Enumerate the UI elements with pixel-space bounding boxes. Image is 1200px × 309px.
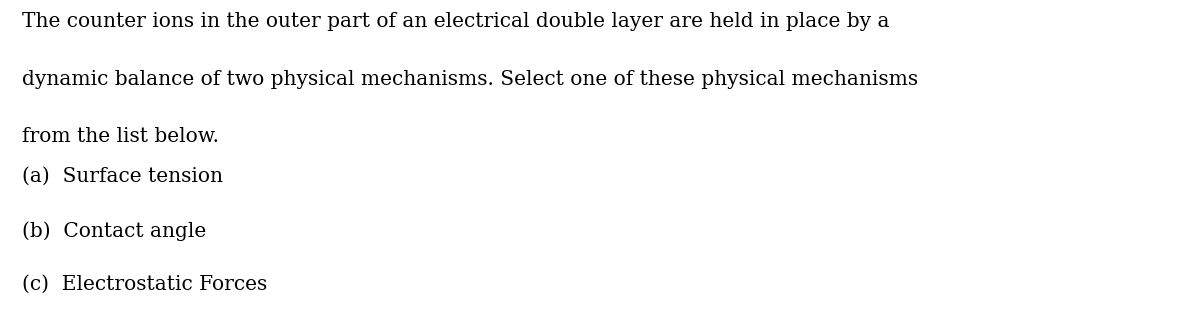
Text: The counter ions in the outer part of an electrical double layer are held in pla: The counter ions in the outer part of an… [22,12,889,31]
Text: from the list below.: from the list below. [22,127,218,146]
Text: (b)  Contact angle: (b) Contact angle [22,221,206,241]
Text: dynamic balance of two physical mechanisms. Select one of these physical mechani: dynamic balance of two physical mechanis… [22,70,918,88]
Text: (c)  Electrostatic Forces: (c) Electrostatic Forces [22,275,266,294]
Text: (a)  Surface tension: (a) Surface tension [22,167,223,186]
